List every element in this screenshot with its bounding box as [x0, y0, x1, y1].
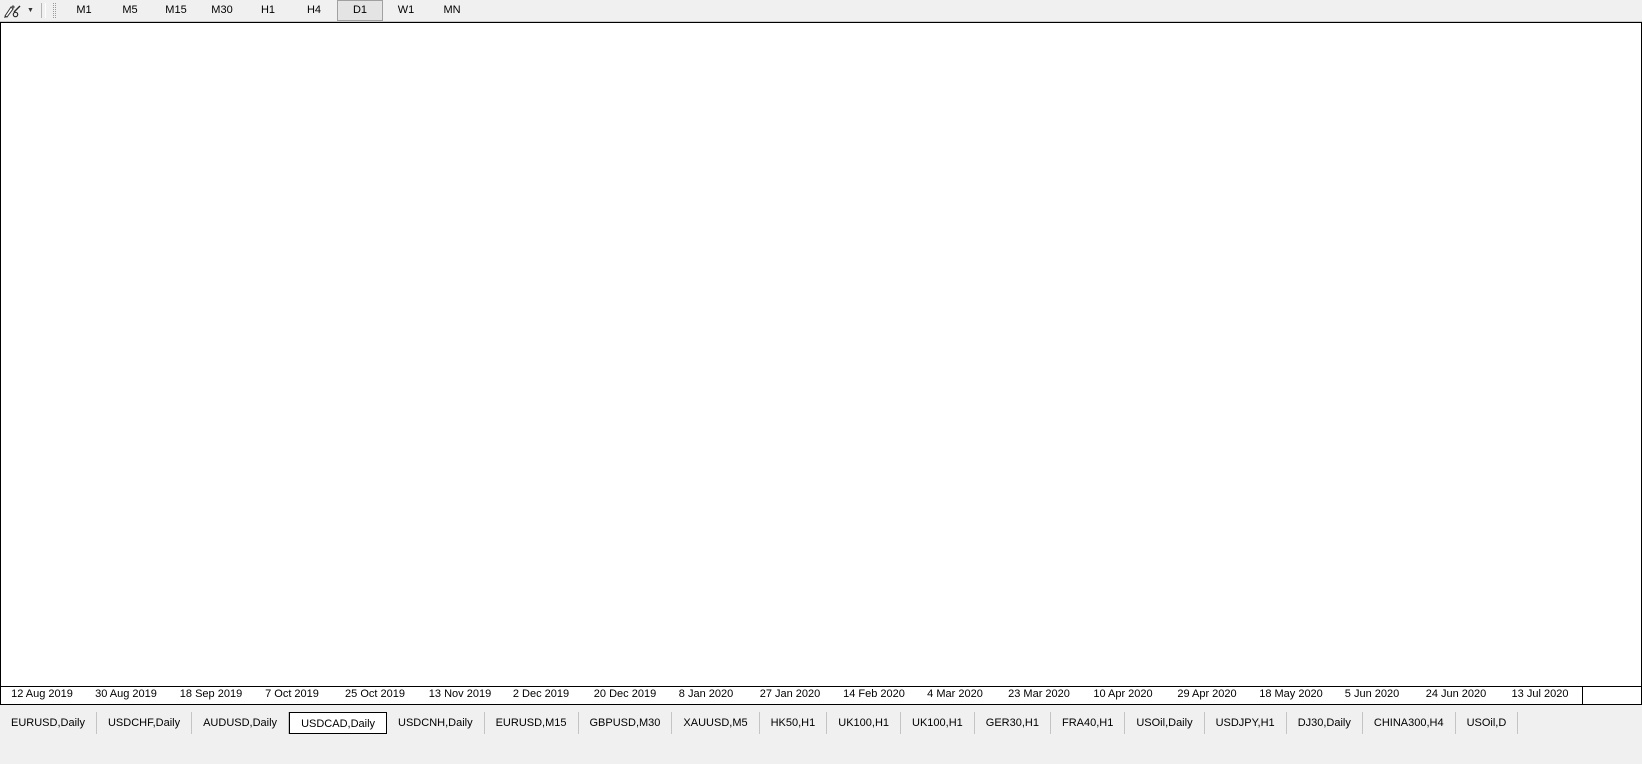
- timeframe-button-m30[interactable]: M30: [211, 4, 233, 16]
- date-label-2: 18 Sep 2019: [179, 688, 243, 700]
- timeframe-toolbar: ▼ M1 M5 M15 M30 H1 H4 D1 W1 MN: [0, 0, 1642, 22]
- timeframe-button-h4[interactable]: H4: [306, 4, 322, 16]
- chart-tab-3[interactable]: USDCAD,Daily: [289, 712, 388, 734]
- chart-tab-0[interactable]: EURUSD,Daily: [0, 712, 97, 734]
- timeframe-button-group: M1 M5 M15 M30 H1 H4 D1 W1 MN: [61, 0, 475, 21]
- chart-tab-10[interactable]: UK100,H1: [901, 712, 975, 734]
- chart-tab-6[interactable]: GBPUSD,M30: [579, 712, 673, 734]
- chart-tab-2[interactable]: AUDUSD,Daily: [192, 712, 290, 734]
- date-label-13: 10 Apr 2020: [1093, 688, 1153, 700]
- date-label-10: 14 Feb 2020: [843, 688, 905, 700]
- chart-tab-9[interactable]: UK100,H1: [827, 712, 902, 734]
- date-label-9: 27 Jan 2020: [759, 688, 821, 700]
- chart-tab-5[interactable]: EURUSD,M15: [485, 712, 579, 734]
- timeframe-button-m5[interactable]: M5: [122, 4, 138, 16]
- date-label-3: 7 Oct 2019: [265, 688, 319, 700]
- timeframe-button-mn[interactable]: MN: [443, 4, 461, 16]
- toolbar-separator: [41, 3, 46, 18]
- date-label-6: 2 Dec 2019: [512, 688, 570, 700]
- date-label-16: 5 Jun 2020: [1344, 688, 1400, 700]
- date-axis[interactable]: 12 Aug 2019 30 Aug 2019 18 Sep 2019 7 Oct 2…: [1, 686, 1583, 704]
- chart-tab-11[interactable]: GER30,H1: [975, 712, 1051, 734]
- chart-tab-bar[interactable]: EURUSD,Daily USDCHF,Daily AUDUSD,Daily USDC…: [0, 706, 1642, 764]
- date-label-8: 8 Jan 2020: [678, 688, 734, 700]
- date-label-1: 30 Aug 2019: [95, 688, 157, 700]
- date-label-0: 12 Aug 2019: [11, 688, 73, 700]
- draw-tools-dropdown-icon[interactable]: ▼: [27, 7, 34, 14]
- chart-tab-17[interactable]: USOil,D: [1456, 712, 1519, 734]
- chart-window[interactable]: ▼ USDCAD,Daily 1.32147 1.32378 1.32057 1…: [0, 22, 1642, 705]
- axis-corner: [1582, 686, 1641, 704]
- chart-tab-4[interactable]: USDCNH,Daily: [387, 712, 485, 734]
- timeframe-button-w1[interactable]: W1: [397, 4, 415, 16]
- toolbar-grip-handle[interactable]: [52, 2, 59, 19]
- date-label-11: 4 Mar 2020: [927, 688, 983, 700]
- date-label-17: 24 Jun 2020: [1425, 688, 1487, 700]
- timeframe-button-m15[interactable]: M15: [165, 4, 187, 16]
- timeframe-button-h1[interactable]: H1: [260, 4, 276, 16]
- date-label-14: 29 Apr 2020: [1177, 688, 1237, 700]
- date-label-18: 13 Jul 2020: [1511, 688, 1569, 700]
- chart-tab-7[interactable]: XAUUSD,M5: [672, 712, 760, 734]
- chart-tab-16[interactable]: CHINA300,H4: [1363, 712, 1456, 734]
- chart-tab-1[interactable]: USDCHF,Daily: [97, 712, 193, 734]
- chart-tab-14[interactable]: USDJPY,H1: [1205, 712, 1287, 734]
- date-label-12: 23 Mar 2020: [1008, 688, 1070, 700]
- chart-tab-12[interactable]: FRA40,H1: [1051, 712, 1126, 734]
- chart-tab-8[interactable]: HK50,H1: [760, 712, 828, 734]
- date-label-4: 25 Oct 2019: [345, 688, 405, 700]
- date-label-5: 13 Nov 2019: [428, 688, 492, 700]
- timeframe-button-m1[interactable]: M1: [76, 4, 92, 16]
- chart-tab-13[interactable]: USOil,Daily: [1125, 712, 1205, 734]
- chart-tab-15[interactable]: DJ30,Daily: [1287, 712, 1363, 734]
- date-label-7: 20 Dec 2019: [593, 688, 657, 700]
- date-label-15: 18 May 2020: [1259, 688, 1323, 700]
- draw-tools-icon[interactable]: [2, 1, 24, 20]
- timeframe-button-d1[interactable]: D1: [337, 0, 383, 21]
